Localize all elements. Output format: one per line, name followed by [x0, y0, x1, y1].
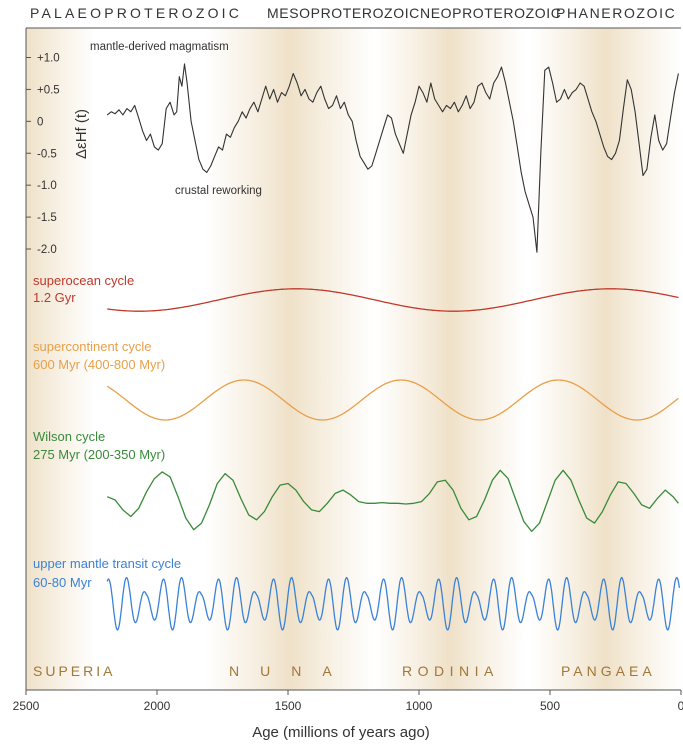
superocean-cycle-period: 1.2 Gyr [33, 290, 76, 305]
hf-y-tick-label-2: 0 [37, 116, 43, 128]
annotation-mantle-derived-magmatism: mantle-derived magmatism [90, 41, 229, 53]
hf-series [106, 63, 679, 253]
supercontinent-label-nuna: NUNA [229, 663, 353, 679]
wilson-cycle-line [106, 469, 679, 533]
era-label-phanerozoic: PHANEROZOIC [556, 5, 676, 21]
supercontinent-label-rodinia: RODINIA [402, 663, 499, 679]
x-axis: 2500 2000 1500 1000 500 0 [13, 690, 683, 713]
x-axis-label: Age (millions of years ago) [252, 724, 430, 741]
x-tick-label-0: 0 [678, 699, 683, 713]
cycle-series [106, 288, 681, 631]
hf-y-axis: +1.0 +0.5 0 -0.5 -1.0 -1.5 -2.0 [26, 53, 60, 256]
superocean-cycle-line [107, 288, 679, 312]
supercontinent-label-superia: SUPERIA [33, 663, 115, 679]
x-tick-label-1000: 1000 [406, 699, 433, 713]
band-superia [26, 28, 96, 690]
supercontinent-label-pangaea: PANGAEA [561, 663, 656, 679]
band-rodinia [375, 28, 525, 690]
supercontinent-cycle-period: 600 Myr (400-800 Myr) [33, 357, 165, 372]
cycle-labels: superocean cycle 1.2 Gyr supercontinent … [33, 273, 181, 590]
x-tick-label-500: 500 [540, 699, 560, 713]
supercontinent-bands [26, 28, 681, 690]
plot-frame [25, 27, 681, 691]
supercontinent-cycle-name: supercontinent cycle [33, 339, 152, 354]
wilson-cycle-period: 275 Myr (200-350 Myr) [33, 447, 165, 462]
annotation-crustal-reworking: crustal reworking [175, 185, 262, 197]
supercontinent-labels: SUPERIA NUNA RODINIA PANGAEA [33, 663, 656, 679]
era-label-palaeoproterozoic: PALAEOPROTEROZOIC [30, 5, 242, 21]
superocean-cycle-name: superocean cycle [33, 273, 134, 288]
era-labels: PALAEOPROTEROZOIC MESOPROTEROZOIC NEOPRO… [30, 5, 676, 21]
transit-cycle-period: 60-80 Myr [33, 575, 92, 590]
era-label-mesoproterozoic: MESOPROTEROZOIC [267, 5, 420, 21]
era-label-neoproterozoic: NEOPROTEROZOIC [420, 5, 561, 21]
hf-y-tick-label-1: +0.5 [37, 84, 60, 96]
hf-series-line [106, 63, 679, 253]
hf-y-axis-label: ΔεHf (t) [73, 109, 90, 159]
x-tick-label-1500: 1500 [275, 699, 302, 713]
transit-cycle-name: upper mantle transit cycle [33, 556, 181, 571]
band-pangaea [530, 28, 681, 690]
supercontinent-cycle-line [106, 379, 679, 421]
hf-y-tick-label-6: -2.0 [37, 244, 57, 256]
hf-y-tick-label-4: -1.0 [37, 180, 57, 192]
transit-cycle-line [106, 576, 681, 631]
x-tick-label-2000: 2000 [144, 699, 171, 713]
hf-y-tick-label-0: +1.0 [37, 53, 60, 65]
hf-y-tick-label-3: -0.5 [37, 148, 57, 160]
wilson-cycle-name: Wilson cycle [33, 429, 105, 444]
x-tick-label-2500: 2500 [13, 699, 40, 713]
hf-y-tick-label-5: -1.5 [37, 212, 57, 224]
